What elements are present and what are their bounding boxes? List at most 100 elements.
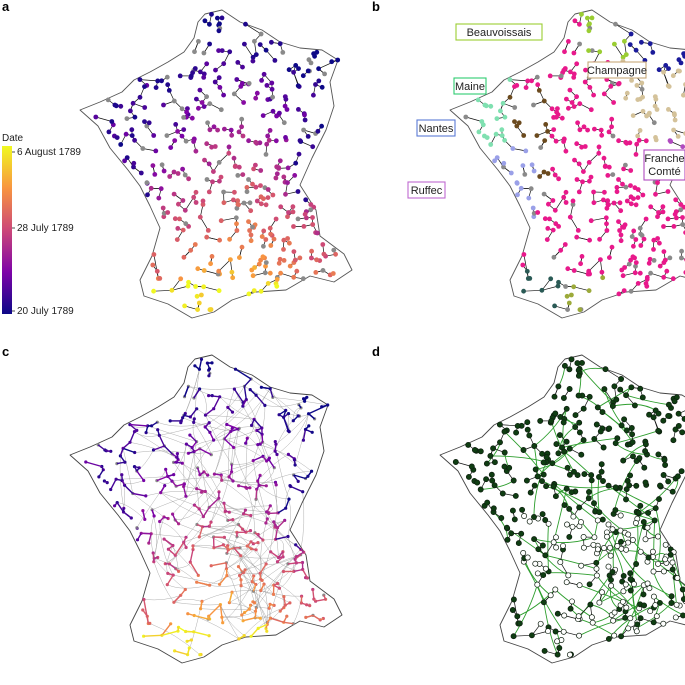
node	[680, 612, 685, 619]
edge	[200, 216, 209, 231]
node	[649, 548, 656, 555]
node	[159, 78, 165, 84]
node	[547, 592, 554, 599]
edge	[318, 59, 338, 70]
node	[539, 542, 546, 549]
node	[669, 566, 676, 573]
edge	[273, 521, 276, 528]
node	[587, 237, 592, 243]
road	[224, 389, 235, 439]
node	[477, 486, 484, 493]
node	[621, 166, 626, 172]
node	[217, 85, 223, 90]
node	[218, 174, 224, 180]
node	[169, 287, 175, 293]
node	[333, 251, 338, 257]
node	[229, 132, 235, 138]
node	[655, 451, 662, 458]
edge	[180, 589, 186, 596]
node	[233, 163, 238, 169]
node	[660, 620, 667, 627]
edge	[226, 549, 230, 554]
node	[265, 281, 271, 286]
node	[191, 139, 197, 144]
node	[550, 166, 555, 172]
edge	[252, 584, 257, 592]
road	[227, 513, 244, 546]
node	[514, 422, 521, 429]
node	[566, 386, 573, 392]
node	[633, 561, 640, 567]
node	[280, 50, 286, 55]
node	[267, 225, 273, 231]
node	[660, 472, 667, 478]
road	[239, 426, 262, 429]
node	[283, 191, 288, 197]
road	[153, 561, 175, 603]
node	[204, 234, 210, 240]
edge	[292, 415, 299, 422]
node	[650, 50, 656, 55]
node	[531, 482, 538, 489]
node	[576, 504, 583, 511]
node	[550, 483, 557, 490]
node	[501, 164, 506, 170]
node	[605, 173, 611, 178]
node	[507, 77, 513, 82]
node	[578, 519, 584, 526]
edge	[163, 516, 169, 520]
node	[597, 236, 602, 242]
road	[238, 450, 276, 486]
node	[520, 447, 527, 453]
node	[577, 101, 583, 107]
edge	[123, 511, 132, 519]
edge	[158, 435, 165, 447]
node	[568, 489, 575, 496]
node	[269, 39, 274, 45]
node	[556, 176, 561, 182]
node	[577, 307, 583, 313]
node	[634, 83, 640, 88]
node	[552, 172, 558, 178]
node	[594, 546, 601, 553]
node	[634, 141, 640, 147]
road	[561, 437, 618, 448]
edge	[198, 508, 205, 517]
node	[540, 471, 547, 478]
edge	[269, 388, 274, 398]
node	[204, 61, 210, 67]
region-label-ruffec: Ruffec	[407, 181, 446, 199]
node	[618, 376, 625, 382]
edge	[285, 498, 290, 509]
node	[656, 67, 662, 73]
node	[598, 127, 604, 133]
node	[253, 95, 259, 101]
node	[145, 192, 150, 198]
node	[512, 105, 518, 110]
edge	[305, 614, 314, 619]
node	[531, 443, 538, 449]
road	[275, 539, 284, 552]
node	[196, 300, 202, 306]
edge	[509, 79, 528, 82]
node	[151, 252, 157, 257]
node	[174, 237, 180, 243]
node	[221, 92, 227, 98]
node	[576, 161, 582, 167]
node	[571, 50, 577, 56]
node	[292, 173, 298, 178]
node	[208, 261, 214, 267]
node	[531, 102, 536, 108]
node	[231, 91, 237, 97]
node	[566, 505, 573, 512]
edge	[266, 458, 270, 462]
node	[302, 211, 308, 217]
node	[196, 39, 201, 44]
node	[571, 104, 577, 109]
node	[566, 39, 571, 44]
node	[617, 512, 624, 519]
node	[620, 224, 625, 230]
node	[565, 266, 571, 272]
road	[220, 604, 245, 636]
node	[479, 119, 485, 124]
